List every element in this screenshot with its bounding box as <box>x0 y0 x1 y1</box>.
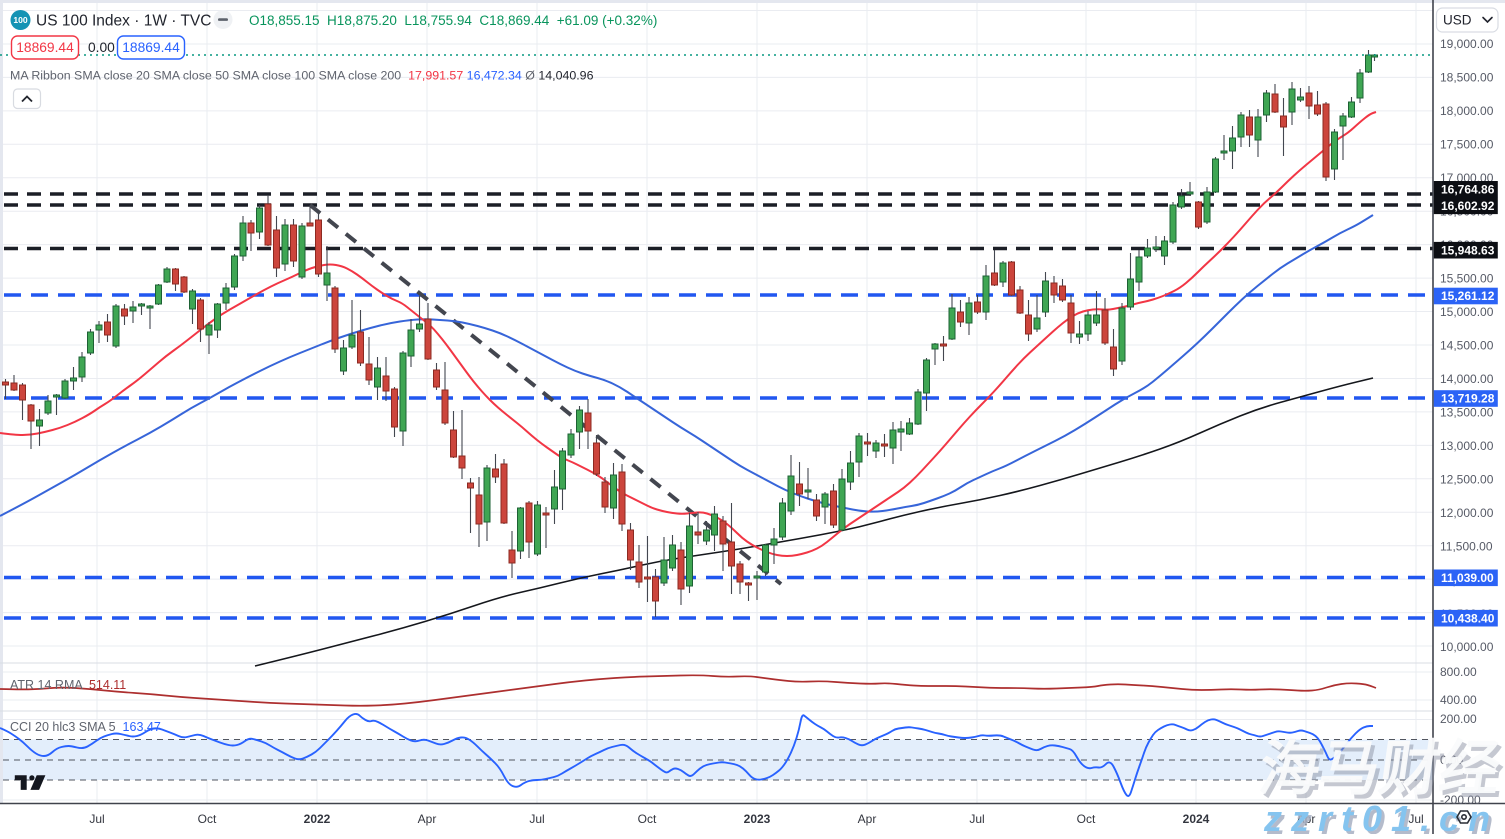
svg-text:16,764.86: 16,764.86 <box>1441 183 1495 197</box>
svg-text:15,000.00: 15,000.00 <box>1440 305 1494 319</box>
svg-text:10,438.40: 10,438.40 <box>1441 611 1495 625</box>
svg-text:18869.44: 18869.44 <box>16 40 74 55</box>
svg-text:海马财经: 海马财经 <box>1259 738 1505 806</box>
svg-text:2022: 2022 <box>304 812 331 826</box>
svg-text:Apr: Apr <box>1297 812 1316 826</box>
svg-text:Jul: Jul <box>529 812 544 826</box>
svg-text:2024: 2024 <box>1183 812 1210 826</box>
svg-text:Apr: Apr <box>418 812 437 826</box>
svg-text:13,500.00: 13,500.00 <box>1440 406 1494 420</box>
svg-text:15,500.00: 15,500.00 <box>1440 272 1494 286</box>
svg-text:400.00: 400.00 <box>1440 693 1477 707</box>
svg-text:O18,855.15 H18,875.20 L18,75: O18,855.15 H18,875.20 L18,755.94 C18,869… <box>249 13 657 28</box>
svg-text:0.00: 0.00 <box>1440 753 1464 767</box>
svg-text:200.00: 200.00 <box>1440 712 1477 726</box>
svg-text:12,000.00: 12,000.00 <box>1440 506 1494 520</box>
svg-text:USD: USD <box>1443 13 1472 28</box>
svg-text:Apr: Apr <box>858 812 877 826</box>
svg-text:MA Ribbon SMA close 20 SMA clo: MA Ribbon SMA close 20 SMA close 50 SMA … <box>10 69 594 83</box>
svg-text:19,000.00: 19,000.00 <box>1440 37 1494 51</box>
svg-text:13,719.28: 13,719.28 <box>1441 392 1495 406</box>
svg-text:100: 100 <box>13 15 28 25</box>
svg-text:Jul: Jul <box>89 812 104 826</box>
svg-text:800.00: 800.00 <box>1440 665 1477 679</box>
svg-text:Oct: Oct <box>638 812 657 826</box>
svg-text:14,000.00: 14,000.00 <box>1440 372 1494 386</box>
svg-text:15,948.63: 15,948.63 <box>1441 243 1495 257</box>
svg-text:zzrt01.cn: zzrt01.cn <box>1266 801 1502 834</box>
svg-text:海马财经: 海马财经 <box>1255 734 1504 802</box>
svg-text:18,000.00: 18,000.00 <box>1440 104 1494 118</box>
svg-text:10,000.00: 10,000.00 <box>1440 640 1494 654</box>
svg-text:0.00: 0.00 <box>88 40 115 55</box>
svg-text:16,602.92: 16,602.92 <box>1441 199 1495 213</box>
svg-text:17,500.00: 17,500.00 <box>1440 138 1494 152</box>
svg-text:12,500.00: 12,500.00 <box>1440 473 1494 487</box>
svg-text:11,039.00: 11,039.00 <box>1441 571 1494 585</box>
svg-text:18869.44: 18869.44 <box>122 40 180 55</box>
svg-text:2023: 2023 <box>744 812 771 826</box>
svg-text:Oct: Oct <box>1077 812 1096 826</box>
svg-text:18,500.00: 18,500.00 <box>1440 71 1494 85</box>
svg-text:Jul: Jul <box>969 812 984 826</box>
svg-text:US 100 Index · 1W · TVC: US 100 Index · 1W · TVC <box>36 13 211 30</box>
svg-text:11,500.00: 11,500.00 <box>1440 540 1493 554</box>
svg-text:-200.00: -200.00 <box>1440 793 1481 807</box>
svg-text:Jul: Jul <box>1408 812 1423 826</box>
svg-text:15,261.12: 15,261.12 <box>1441 289 1495 303</box>
svg-text:ATR 14 RMA 514.11: ATR 14 RMA 514.11 <box>10 678 126 692</box>
svg-text:zzrt01.cn: zzrt01.cn <box>1263 798 1499 834</box>
svg-text:13,000.00: 13,000.00 <box>1440 439 1494 453</box>
svg-text:14,500.00: 14,500.00 <box>1440 339 1494 353</box>
svg-text:CCI 20 hlc3 SMA 5 163.47: CCI 20 hlc3 SMA 5 163.47 <box>10 720 161 734</box>
svg-text:Oct: Oct <box>198 812 217 826</box>
